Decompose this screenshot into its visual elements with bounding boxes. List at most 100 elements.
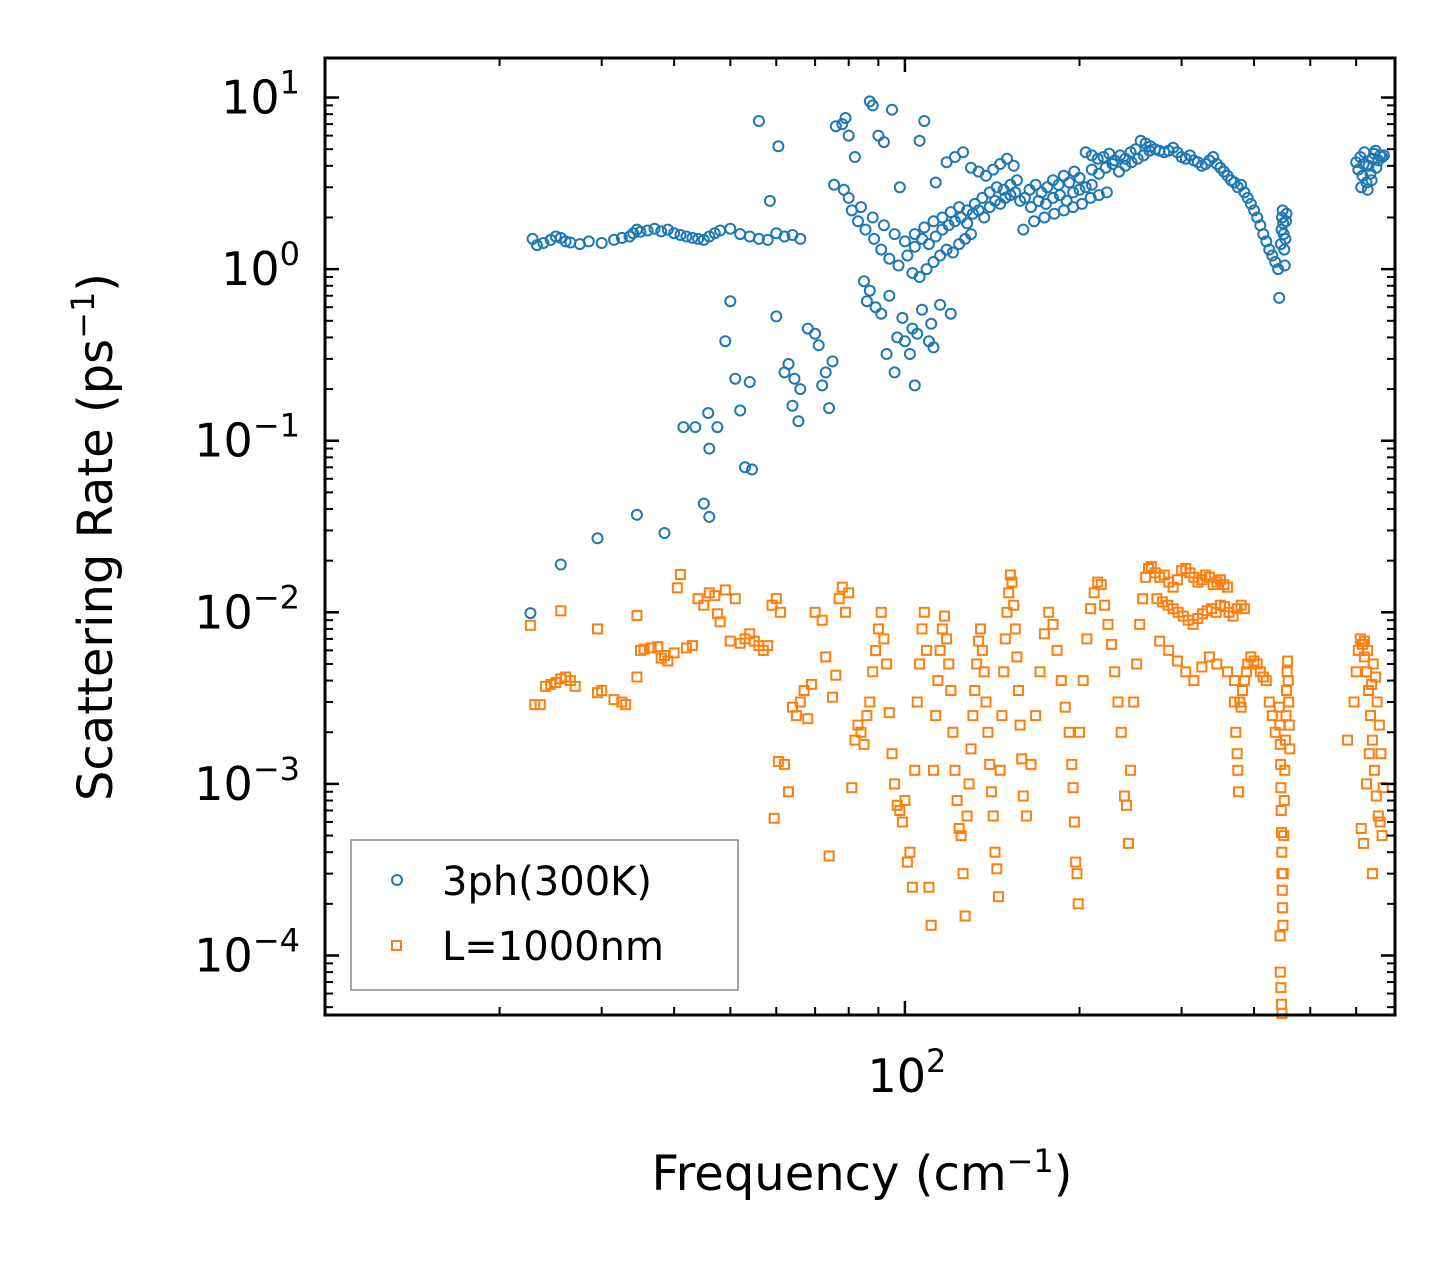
data-point — [918, 115, 931, 127]
data-point — [861, 710, 873, 722]
legend-label-3ph-300k: 3ph(300K) — [442, 859, 652, 905]
data-point — [1278, 259, 1291, 272]
data-point — [929, 176, 942, 189]
data-point — [763, 194, 776, 207]
data-point — [899, 795, 911, 806]
data-point — [980, 169, 992, 182]
data-point — [918, 221, 931, 234]
data-point — [1283, 719, 1295, 731]
data-point — [928, 764, 939, 776]
data-point — [595, 237, 608, 249]
data-point — [978, 211, 991, 224]
data-point — [864, 696, 876, 708]
data-point — [1280, 207, 1293, 220]
data-point — [820, 651, 832, 663]
data-point — [812, 339, 825, 352]
data-point — [655, 652, 667, 664]
data-point — [638, 643, 650, 655]
x-axis-title: Frequency (cm−1) — [651, 1142, 1072, 1202]
data-point — [1238, 603, 1250, 615]
data-point — [752, 115, 765, 127]
data-point — [1279, 232, 1292, 245]
y-tick-label: 10−2 — [194, 578, 300, 639]
data-point — [1085, 149, 1098, 162]
data-point — [934, 644, 946, 656]
data-point — [1366, 734, 1378, 746]
data-point — [1277, 919, 1289, 931]
data-point — [1068, 816, 1080, 828]
data-point — [1282, 655, 1294, 667]
data-point — [1251, 658, 1263, 670]
data-point — [798, 685, 810, 696]
data-point — [886, 748, 898, 760]
data-point — [524, 619, 536, 631]
legend-label-l-1000nm: L=1000nm — [442, 924, 664, 970]
data-point — [1128, 696, 1140, 708]
data-point — [1370, 790, 1382, 802]
data-point — [875, 243, 888, 256]
data-point — [855, 201, 867, 214]
data-point — [658, 527, 671, 539]
y-axis-title: Scattering Rate (ps−1) — [64, 273, 124, 801]
data-point — [953, 823, 965, 834]
data-point — [1006, 576, 1018, 588]
data-point — [1053, 189, 1066, 202]
data-point — [1081, 633, 1093, 645]
data-point — [901, 249, 914, 262]
data-point — [991, 863, 1003, 875]
data-point — [893, 181, 906, 194]
data-point — [1257, 228, 1270, 241]
data-point — [1361, 183, 1374, 196]
data-point — [794, 383, 807, 396]
data-point — [623, 230, 636, 243]
data-point — [661, 223, 674, 236]
data-point — [877, 219, 890, 232]
legend: 3ph(300K) L=1000nm — [350, 839, 739, 991]
data-point — [823, 850, 835, 862]
data-point — [1358, 837, 1370, 849]
data-point — [1070, 856, 1082, 868]
data-point — [976, 644, 988, 656]
data-point — [1034, 666, 1046, 678]
data-point — [1240, 666, 1252, 678]
data-point — [1266, 710, 1278, 722]
data-point — [836, 118, 849, 131]
data-point — [1063, 726, 1075, 738]
data-point — [945, 685, 957, 696]
data-point — [1025, 758, 1037, 770]
data-point — [809, 327, 822, 340]
data-point — [1211, 658, 1223, 670]
data-point — [965, 228, 977, 241]
data-point — [989, 846, 1001, 858]
data-point — [630, 508, 643, 521]
data-point — [674, 229, 687, 241]
data-point — [1029, 178, 1042, 191]
data-point — [703, 510, 716, 523]
data-point — [829, 120, 842, 133]
data-point — [982, 726, 994, 738]
data-point — [1279, 764, 1291, 776]
data-point — [971, 658, 983, 670]
data-point — [1074, 726, 1085, 738]
data-point — [1371, 696, 1383, 708]
data-point — [878, 633, 890, 645]
data-point — [1163, 644, 1175, 656]
data-point — [794, 232, 807, 245]
data-point — [1244, 197, 1257, 210]
data-point — [1361, 778, 1372, 790]
data-point — [555, 605, 567, 617]
data-point — [1355, 823, 1367, 834]
data-point — [1092, 189, 1105, 202]
data-point — [984, 758, 996, 770]
data-point — [752, 232, 765, 245]
y-tick-label: 10−1 — [194, 407, 300, 468]
data-point — [1188, 675, 1200, 687]
data-point — [677, 421, 690, 434]
data-point — [746, 463, 758, 476]
data-point — [591, 532, 604, 545]
data-point — [1100, 186, 1113, 199]
data-point — [698, 599, 710, 611]
data-point — [868, 232, 881, 245]
data-point — [1276, 846, 1288, 858]
data-point — [858, 738, 870, 750]
